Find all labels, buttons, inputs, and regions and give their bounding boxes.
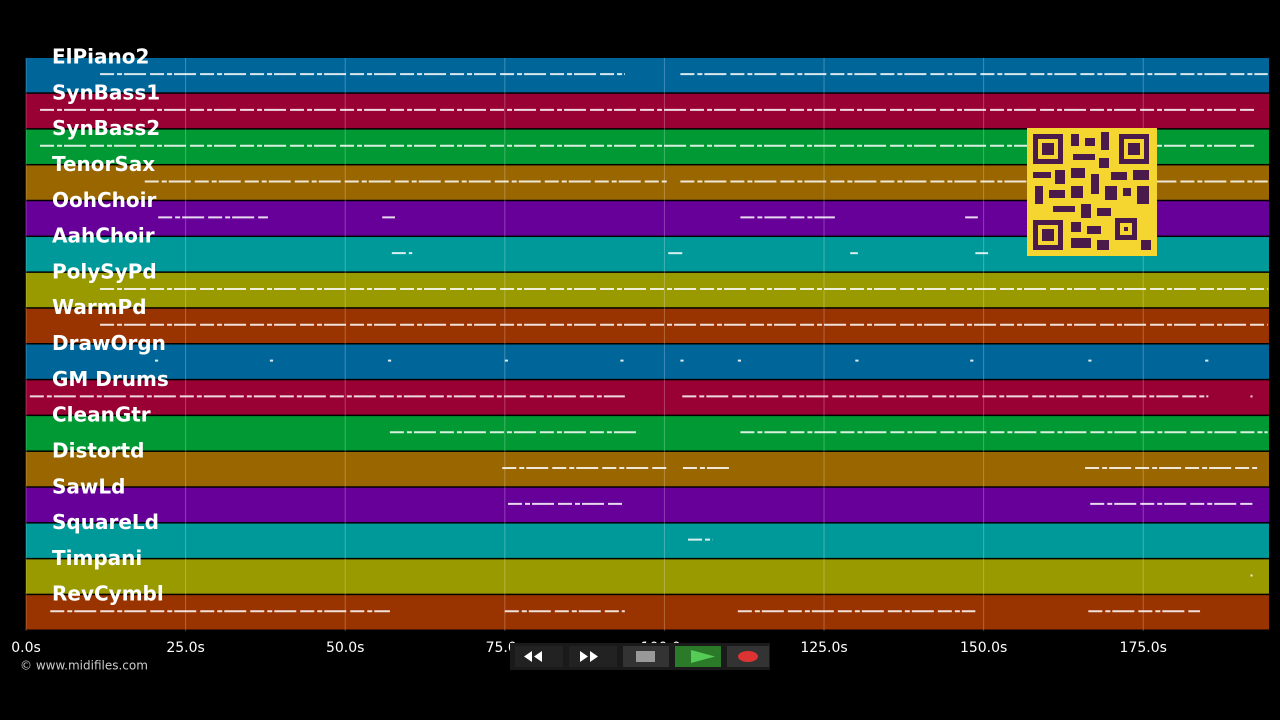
track-name: PolySyPd: [52, 259, 157, 283]
track-name: TenorSax: [52, 152, 155, 176]
rewind-button[interactable]: [515, 646, 563, 667]
track-band: [26, 559, 1269, 594]
track-band: [26, 58, 1269, 93]
track-name: Timpani: [52, 546, 142, 570]
x-tick-label: 175.0s: [1120, 640, 1167, 656]
track-name: GM Drums: [52, 367, 169, 391]
track-name: SquareLd: [52, 510, 159, 534]
track-name: SynBass1: [52, 80, 160, 104]
track-name: AahChoir: [52, 224, 155, 248]
track-name: SawLd: [52, 474, 125, 498]
forward-button[interactable]: [569, 646, 617, 667]
copyright: © www.midifiles.com: [20, 659, 148, 673]
track-name: DrawOrgn: [52, 331, 166, 355]
track-band: [26, 93, 1269, 129]
track-band: [26, 416, 1269, 451]
x-tick-label: 150.0s: [960, 640, 1007, 656]
track-name: ElPiano2: [52, 45, 149, 69]
track-band: [26, 308, 1269, 343]
grid: [25, 58, 1144, 631]
transport-controls: [510, 643, 770, 670]
play-button[interactable]: [675, 646, 721, 667]
qr-code: [1027, 128, 1157, 256]
track-band: [26, 487, 1269, 523]
track-band: [26, 523, 1269, 558]
track-name: OohChoir: [52, 188, 156, 212]
track-band: [26, 380, 1269, 415]
x-tick-label: 50.0s: [326, 640, 364, 656]
track-band: [26, 595, 1269, 630]
record-button[interactable]: [727, 646, 769, 667]
track-name: CleanGtr: [52, 403, 151, 427]
track-band: [26, 344, 1269, 379]
x-tick-label: 125.0s: [800, 640, 847, 656]
x-tick-label: 25.0s: [166, 640, 204, 656]
track-band: [26, 451, 1269, 487]
track-name: RevCymbl: [52, 582, 164, 606]
track-labels: ElPiano2 SynBass1 SynBass2 TenorSax OohChoir…: [52, 45, 169, 606]
track-name: WarmPd: [52, 295, 147, 319]
track-name: SynBass2: [52, 116, 160, 140]
track-band: [26, 272, 1269, 308]
x-tick-label: 0.0s: [11, 640, 41, 656]
track-name: Distortd: [52, 438, 144, 462]
stop-button[interactable]: [623, 646, 669, 667]
